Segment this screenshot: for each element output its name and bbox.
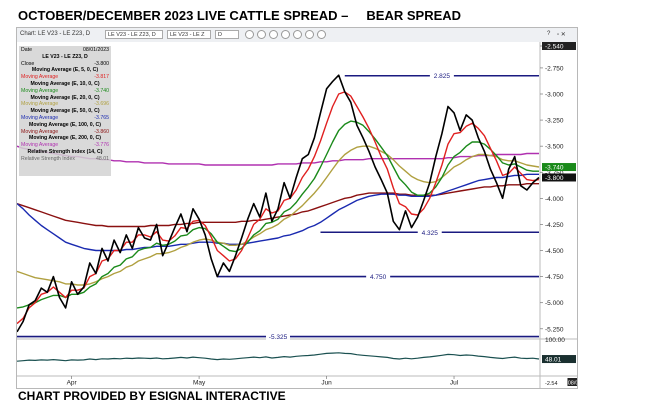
price-axis-label: -4.000 (545, 196, 564, 203)
info-ma-header: Moving Average (E, 20, 0, C) (30, 94, 100, 101)
info-ma-label: Moving Average (21, 101, 59, 108)
info-ma-row: Moving Average -3.696 (21, 101, 109, 108)
info-ma-row: Moving Average -3.776 (21, 142, 109, 149)
info-ma-value: -3.696 (94, 101, 109, 108)
rsi-lower-label: -2.54 (545, 381, 558, 387)
price-axis-label: -5.000 (545, 300, 564, 307)
info-ma-header: Moving Average (E, 50, 0, C) (30, 108, 100, 115)
help-icon[interactable]: ? (547, 31, 551, 37)
rsi-last-box (542, 355, 576, 364)
info-ma-header: Moving Average (E, 5, 0, C) (31, 67, 99, 74)
rsi-last-label: 48.01 (545, 357, 562, 364)
horizontal-level-label-bg (429, 71, 454, 80)
last-price-label: -3.800 (545, 175, 564, 182)
price-axis-label: -3.250 (545, 118, 564, 125)
info-date-value: 08/01/2023 (83, 47, 109, 53)
info-rsi-label: Relative Strength Index (21, 155, 75, 162)
last-price-box (542, 173, 576, 182)
horizontal-level-label: 4.750 (370, 274, 387, 281)
series-line (17, 182, 539, 228)
time-axis-label: May (193, 380, 206, 387)
rsi-line (17, 352, 540, 362)
horizontal-level-label: 2.825 (434, 73, 451, 80)
ma-flag-label: -3.740 (545, 165, 564, 172)
window-control-icons[interactable]: ▫ ✕ (557, 32, 566, 38)
info-ma-label: Moving Average (21, 74, 59, 81)
toolbar-button-1[interactable] (245, 30, 254, 39)
info-rsi-row: Relative Strength Index 48.01 (21, 156, 109, 163)
price-axis-top-box (542, 42, 576, 50)
toolbar-button-2[interactable] (257, 30, 266, 39)
symbol-field[interactable]: LE V23 - LE Z23, D (105, 30, 163, 39)
info-ma-header: Moving Average (E, 200, 0, C) (29, 135, 101, 142)
chart-footer: CHART PROVIDED BY ESIGNAL INTERACTIVE (18, 389, 286, 403)
info-ma-header: Moving Average (E, 100, 0, C) (29, 121, 101, 128)
symbol-field-2[interactable]: LE V23 - LE Z (167, 30, 211, 39)
info-ma-label: Moving Average (21, 128, 59, 135)
price-axis-label: -2.540 (545, 44, 564, 51)
info-rsi-value: 48.01 (96, 155, 109, 162)
chart-title: OCTOBER/DECEMBER 2023 LIVE CATTLE SPREAD… (18, 8, 462, 23)
time-axis-last-box (567, 378, 577, 386)
info-symbol: LE V23 - LE Z23, D (42, 53, 88, 60)
series-line (17, 120, 539, 309)
horizontal-level-label-bg (366, 272, 391, 281)
toolbar-button-4[interactable] (281, 30, 290, 39)
time-axis-label: Apr (67, 380, 78, 387)
info-ma-value: -3.817 (94, 74, 109, 81)
info-ma-row: Moving Average -3.765 (21, 115, 109, 122)
interval-field[interactable]: D (215, 30, 239, 39)
price-axis-label: -2.750 (545, 65, 564, 72)
price-axis-label: -3.500 (545, 144, 564, 151)
info-ma-row: Moving Average -3.740 (21, 88, 109, 95)
info-ma-header: Moving Average (E, 10, 0, C) (30, 80, 100, 87)
toolbar-button-3[interactable] (269, 30, 278, 39)
info-date-label: Date (21, 47, 32, 53)
chart-toolbar: Chart: LE V23 - LE Z23, D LE V23 - LE Z2… (17, 28, 577, 43)
info-ma-value: -3.765 (94, 114, 109, 121)
series-line (17, 173, 539, 252)
time-axis-label: 08/01/2023 (568, 381, 577, 387)
price-axis-label: -3.750 (545, 170, 564, 177)
info-date-row: Date 08/01/2023 (21, 47, 109, 54)
horizontal-level-label: 4.325 (422, 230, 439, 237)
info-ma-rows: Moving Average (E, 5, 0, C) Moving Averag… (21, 67, 109, 149)
chart-window: Chart: LE V23 - LE Z23, D LE V23 - LE Z2… (16, 27, 578, 389)
price-axis-label: -4.500 (545, 248, 564, 255)
toolbar-button-7[interactable] (317, 30, 326, 39)
horizontal-level-label-bg (266, 332, 290, 341)
series-line (17, 74, 540, 333)
horizontal-level-label: -5.325 (269, 334, 288, 341)
time-axis-label: Jul (450, 380, 459, 387)
price-axis-label: -4.250 (545, 222, 564, 229)
info-ma-value: -3.860 (94, 128, 109, 135)
toolbar-button-5[interactable] (293, 30, 302, 39)
toolbar-button-6[interactable] (305, 30, 314, 39)
info-ma-row: Moving Average -3.860 (21, 129, 109, 136)
horizontal-level-label-bg (417, 228, 442, 237)
series-line (17, 145, 540, 286)
price-axis-label: -3.000 (545, 92, 564, 99)
series-line (17, 91, 540, 325)
info-ma-label: Moving Average (21, 87, 59, 94)
info-rsi-header: Relative Strength Index (14, C) (27, 148, 103, 155)
info-ma-value: -3.740 (94, 87, 109, 94)
info-close-label: Close (21, 60, 35, 67)
time-axis-label: Jun (321, 380, 332, 387)
rsi-axis-label: 100.00 (545, 337, 565, 344)
info-ma-value: -3.776 (94, 142, 109, 149)
info-ma-row: Moving Average -3.817 (21, 74, 109, 81)
ma-flag-box (542, 163, 576, 172)
price-axis-label: -5.250 (545, 326, 564, 333)
info-panel: Date 08/01/2023 LE V23 - LE Z23, D Close… (19, 46, 111, 176)
info-ma-label: Moving Average (21, 142, 59, 149)
info-ma-label: Moving Average (21, 114, 59, 121)
info-close-row: Close -3.800 (21, 61, 109, 68)
price-axis-label: -4.750 (545, 274, 564, 281)
chart-tab-label[interactable]: Chart: LE V23 - LE Z23, D (20, 31, 91, 37)
info-close-value: -3.800 (94, 60, 109, 67)
